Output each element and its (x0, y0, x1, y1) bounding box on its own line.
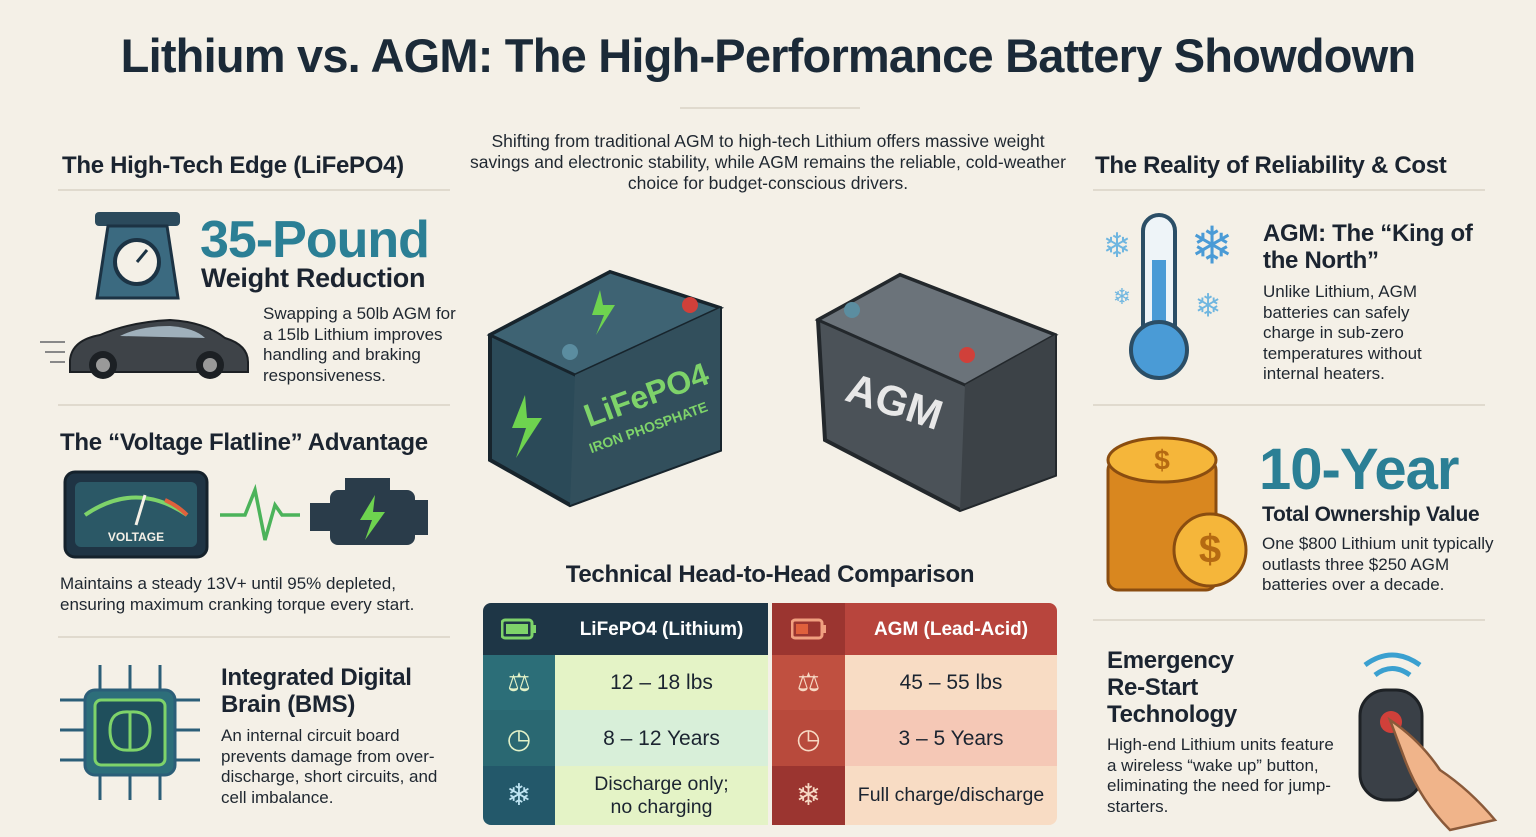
section-heading: Emergency Re-Start Technology (1107, 647, 1237, 728)
table-cell: Full charge/discharge (845, 766, 1057, 825)
keyfob-icon (1358, 652, 1498, 832)
section-heading: The High-Tech Edge (LiFePO4) (62, 152, 404, 179)
headline: 35-Pound (200, 211, 430, 269)
dividers (58, 107, 1485, 638)
table-cell: 8 – 12 Years (555, 710, 768, 766)
title: Lithium vs. AGM: The High-Performance Ba… (120, 29, 1416, 82)
table-cell: 12 – 18 lbs (555, 655, 768, 710)
icon-cell: ❄ (483, 766, 555, 825)
body-text: High-end Lithium units feature a wireles… (1107, 735, 1334, 816)
icon-cell: ⚖ (772, 655, 845, 710)
chip-icon (60, 665, 200, 800)
svg-text:❄: ❄ (1103, 227, 1132, 265)
icon-cell: ❄ (772, 766, 845, 825)
table-cell: 3 – 5 Years (845, 710, 1057, 766)
column-header: LiFePO4 (Lithium) (555, 603, 768, 655)
lithium-battery: LiFePO4 IRON PHOSPHATE (486, 269, 725, 508)
scale-icon (95, 212, 180, 300)
icon-cell: ◷ (772, 710, 845, 766)
body-text: An internal circuit board prevents damag… (221, 726, 438, 807)
battery-icon (501, 618, 536, 640)
intro: Shifting from traditional AGM to high-te… (470, 131, 1066, 193)
icon-cell (483, 603, 555, 655)
section-heading: Integrated Digital Brain (BMS) (221, 664, 412, 718)
table-cell: 45 – 55 lbs (845, 655, 1057, 710)
svg-text:$: $ (1154, 444, 1170, 475)
svg-text:❄: ❄ (1195, 287, 1222, 323)
battery-icon (790, 618, 826, 640)
icon-cell: ◷ (483, 710, 555, 766)
svg-text:❄: ❄ (1113, 284, 1131, 309)
section-heading: The Reality of Reliability & Cost (1095, 152, 1447, 179)
svg-text:❄: ❄ (1190, 218, 1234, 276)
coins-icon: $ $ (1106, 436, 1248, 592)
thermometer-icon: ❄ ❄ ❄ ❄ (1103, 213, 1234, 380)
body-text: Maintains a steady 13V+ until 95% deplet… (60, 574, 415, 614)
section-heading: The “Voltage Flatline” Advantage (60, 429, 428, 456)
comparison-table: LiFePO4 (Lithium) AGM (Lead-Acid) ⚖ 12 –… (483, 603, 1057, 825)
gauge-icon: VOLTAGE (63, 470, 209, 559)
agm-battery: AGM (814, 272, 1059, 513)
subhead: Total Ownership Value (1262, 503, 1480, 526)
gauge-label: VOLTAGE (108, 530, 164, 544)
section-heading: AGM: The “King of the North” (1263, 220, 1473, 274)
column-header: AGM (Lead-Acid) (845, 603, 1057, 655)
icon-cell (772, 603, 845, 655)
car-icon (40, 318, 249, 379)
body-text: Swapping a 50lb AGM for a 15lb Lithium i… (263, 304, 456, 385)
table-title: Technical Head-to-Head Comparison (565, 561, 975, 588)
svg-text:$: $ (1199, 528, 1221, 572)
icon-cell: ⚖ (483, 655, 555, 710)
engine-icon (310, 478, 428, 545)
subhead: Weight Reduction (201, 263, 426, 293)
headline: 10-Year (1259, 437, 1459, 502)
body-text: One $800 Lithium unit typically outlasts… (1262, 534, 1494, 594)
table-cell: Discharge only; no charging (555, 766, 768, 825)
body-text: Unlike Lithium, AGM batteries can safely… (1263, 282, 1422, 383)
pulse-icon (220, 483, 300, 541)
